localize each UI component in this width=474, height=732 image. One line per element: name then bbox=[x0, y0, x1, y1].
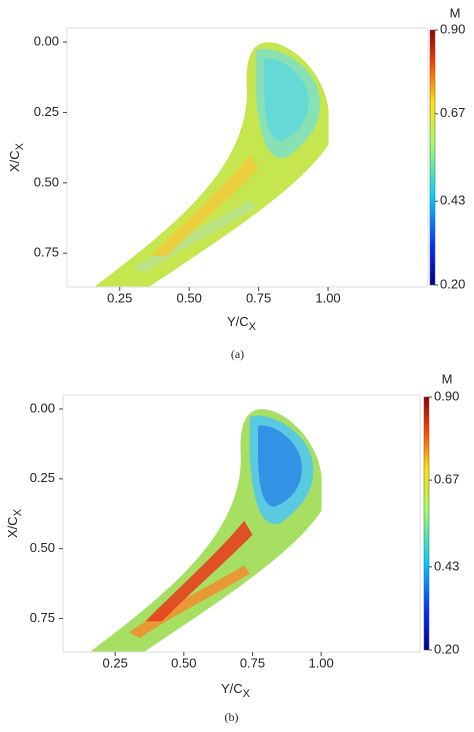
colorbar-tick-label: 0.67 bbox=[440, 105, 465, 120]
caption: (a) bbox=[231, 347, 244, 361]
caption: (b) bbox=[225, 710, 239, 724]
y-axis-label: X/CX bbox=[5, 508, 23, 538]
y-tick-label: 0.25 bbox=[30, 470, 55, 485]
x-tick-label: 0.25 bbox=[107, 290, 132, 305]
x-tick-label: 0.50 bbox=[171, 655, 196, 670]
x-axis-label-sub: X bbox=[243, 688, 251, 700]
colorbar bbox=[429, 29, 436, 286]
x-tick-label: 0.75 bbox=[246, 290, 271, 305]
y-tick-label: 0.50 bbox=[30, 540, 55, 555]
y-tick-label: 0.50 bbox=[34, 174, 59, 189]
x-tick-label: 0.75 bbox=[240, 655, 265, 670]
x-axis-label-main: Y/C bbox=[221, 681, 243, 696]
colorbar-tick-label: 0.43 bbox=[440, 193, 465, 208]
colorbar-tick-label: 0.90 bbox=[440, 21, 465, 36]
colorbar-tick-label: 0.20 bbox=[434, 641, 459, 656]
colorbar-label: M bbox=[450, 5, 461, 20]
y-axis-label-sub: X bbox=[14, 142, 26, 150]
x-axis-label: Y/CX bbox=[221, 681, 251, 699]
plot-frame bbox=[62, 394, 421, 653]
y-tick-label: 0.75 bbox=[34, 245, 59, 260]
x-axis-label: Y/CX bbox=[227, 314, 257, 332]
colorbar bbox=[423, 396, 430, 651]
x-axis-label-main: Y/C bbox=[227, 314, 249, 329]
y-axis-label: X/CX bbox=[7, 142, 25, 172]
x-tick-label: 0.50 bbox=[177, 290, 202, 305]
panel: 0.000.250.500.750.25 0.50 0.75 1.00Y/CXX/CX… bbox=[7, 5, 465, 360]
contour-field bbox=[93, 42, 329, 287]
contour-field bbox=[89, 409, 322, 652]
colorbar-label: M bbox=[442, 371, 453, 386]
contour-region bbox=[258, 425, 302, 507]
contour-region bbox=[264, 58, 309, 141]
blade bbox=[93, 42, 329, 287]
contour-region bbox=[150, 154, 259, 256]
x-tick-label: 1.00 bbox=[315, 290, 340, 305]
colorbar-tick-label: 0.20 bbox=[440, 276, 465, 291]
contour-region bbox=[145, 520, 253, 622]
y-tick-label: 0.00 bbox=[30, 400, 55, 415]
plot-frame bbox=[66, 27, 429, 288]
x-axis-label-sub: X bbox=[249, 321, 257, 333]
y-tick-label: 0.00 bbox=[34, 34, 59, 49]
y-tick-label: 0.75 bbox=[30, 610, 55, 625]
colorbar-tick-label: 0.90 bbox=[434, 388, 459, 403]
colorbar-tick-label: 0.67 bbox=[434, 472, 459, 487]
panel: 0.000.250.500.750.25 0.50 0.75 1.00Y/CXX/CX… bbox=[5, 371, 459, 723]
blade bbox=[89, 409, 322, 652]
y-axis-label-sub: X bbox=[12, 508, 24, 516]
y-axis-label-main: X/C bbox=[5, 516, 20, 538]
y-tick-label: 0.25 bbox=[34, 104, 59, 119]
colorbar-tick-label: 0.43 bbox=[434, 558, 459, 573]
x-tick-label: 1.00 bbox=[308, 655, 333, 670]
x-tick-label: 0.25 bbox=[103, 655, 128, 670]
y-axis-label-main: X/C bbox=[7, 150, 22, 172]
